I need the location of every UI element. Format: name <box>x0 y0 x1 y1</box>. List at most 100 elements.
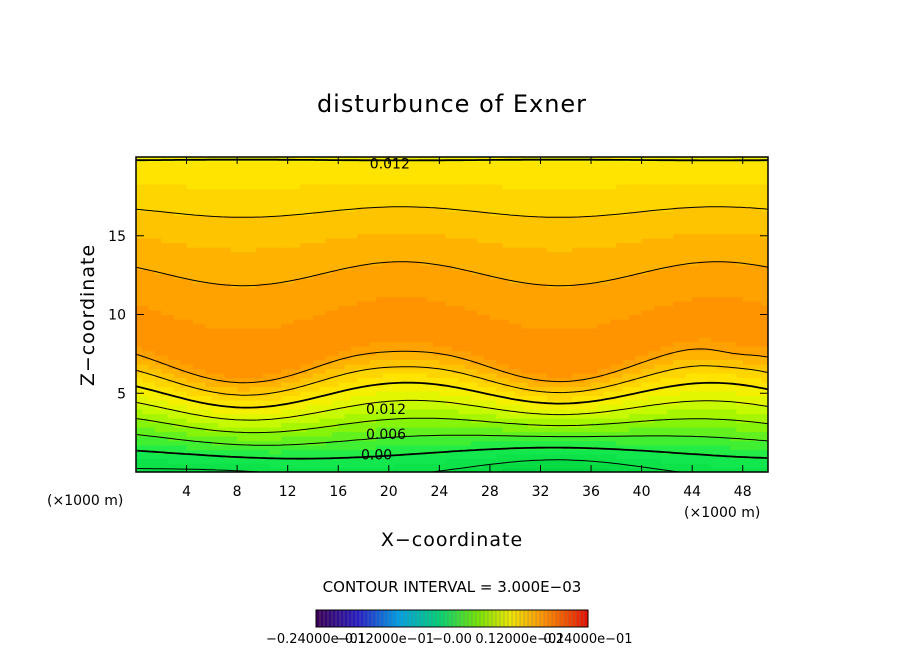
field-cell <box>369 467 377 472</box>
field-cell <box>287 346 295 352</box>
field-cell <box>180 206 188 212</box>
field-cell <box>565 256 573 262</box>
field-cell <box>540 440 548 446</box>
field-cell <box>205 404 213 410</box>
field-cell <box>515 260 523 266</box>
field-cell <box>256 400 263 406</box>
field-cell <box>294 170 301 176</box>
field-cell <box>275 440 282 446</box>
field-cell <box>407 287 415 293</box>
field-cell <box>540 467 548 472</box>
field-cell <box>294 265 301 271</box>
field-cell <box>452 445 459 451</box>
field-cell <box>426 242 434 248</box>
field-cell <box>136 296 143 302</box>
field-cell <box>508 202 516 208</box>
field-cell <box>388 269 396 275</box>
field-cell <box>477 328 485 334</box>
field-cell <box>445 220 453 226</box>
field-cell <box>281 179 289 185</box>
field-cell <box>312 391 320 397</box>
field-cell <box>470 283 478 289</box>
field-cell <box>477 310 485 316</box>
field-cell <box>439 202 447 208</box>
field-cell <box>136 404 143 410</box>
field-cell <box>502 170 510 176</box>
field-cell <box>527 440 535 446</box>
field-cell <box>136 193 143 199</box>
field-cell <box>426 409 434 415</box>
field-cell <box>192 458 200 464</box>
field-cell <box>180 427 188 433</box>
field-cell <box>312 332 320 338</box>
field-cell <box>338 215 346 221</box>
field-cell <box>154 413 162 419</box>
field-cell <box>294 296 301 302</box>
field-cell <box>350 292 358 298</box>
field-cell <box>508 436 516 442</box>
field-cell <box>294 215 301 221</box>
field-cell <box>230 332 238 338</box>
field-cell <box>167 467 175 472</box>
field-cell <box>338 314 346 320</box>
field-cell <box>489 184 497 190</box>
field-cell <box>148 269 156 275</box>
field-cell <box>363 287 371 293</box>
field-cell <box>148 319 156 325</box>
field-cell <box>439 422 447 428</box>
field-cell <box>508 454 516 460</box>
field-cell <box>502 400 510 406</box>
field-cell <box>350 301 358 307</box>
field-cell <box>281 274 289 280</box>
field-cell <box>508 292 516 298</box>
field-cell <box>521 319 529 325</box>
field-cell <box>243 341 251 347</box>
field-cell <box>256 427 263 433</box>
field-cell <box>142 161 150 167</box>
field-cell <box>458 346 466 352</box>
field-cell <box>388 346 396 352</box>
field-cell <box>331 386 339 392</box>
field-cell <box>401 409 409 415</box>
field-cell <box>363 269 371 275</box>
field-cell <box>546 418 554 424</box>
field-cell <box>433 292 440 298</box>
field-cell <box>420 337 428 343</box>
field-cell <box>325 346 333 352</box>
field-cell <box>489 256 497 262</box>
chart-title: disturbunce of Exner <box>317 90 587 118</box>
field-cell <box>357 445 365 451</box>
field-cell <box>300 467 308 472</box>
field-cell <box>401 332 409 338</box>
field-cell <box>167 458 175 464</box>
field-cell <box>508 238 516 244</box>
field-cell <box>502 292 510 298</box>
field-cell <box>287 395 295 401</box>
field-cell <box>161 454 169 460</box>
field-cell <box>161 413 169 419</box>
field-cell <box>483 328 491 334</box>
field-cell <box>312 350 320 356</box>
field-cell <box>312 382 320 388</box>
field-cell <box>338 341 346 347</box>
field-cell <box>407 449 415 455</box>
field-cell <box>470 364 478 370</box>
field-cell <box>154 391 162 397</box>
field-cell <box>489 161 497 167</box>
field-cell <box>382 427 390 433</box>
field-cell <box>211 400 219 406</box>
field-cell <box>553 449 561 455</box>
field-cell <box>376 170 384 176</box>
field-cell <box>268 211 276 217</box>
field-cell <box>540 373 548 379</box>
field-cell <box>489 463 497 469</box>
field-cell <box>553 400 561 406</box>
field-cell <box>256 310 263 316</box>
field-cell <box>167 314 175 320</box>
field-cell <box>237 170 245 176</box>
field-cell <box>230 274 238 280</box>
field-cell <box>407 260 415 266</box>
field-cell <box>515 404 523 410</box>
field-cell <box>559 359 567 365</box>
field-cell <box>275 251 282 257</box>
